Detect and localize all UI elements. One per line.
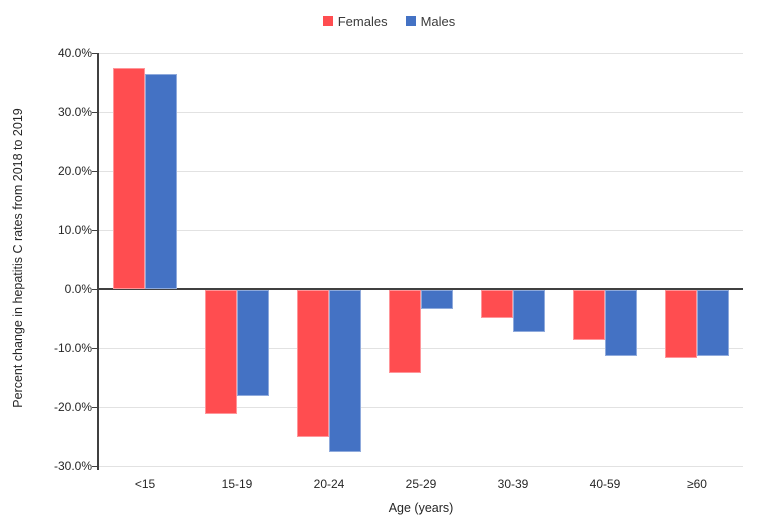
y-tick-mark-40 — [92, 53, 97, 54]
y-tick-label-30: 30.0% — [57, 105, 92, 119]
x-tick-label-15-19: 15-19 — [221, 477, 253, 491]
x-tick-label-30-39: 30-39 — [497, 477, 529, 491]
y-tick-label-40: 40.0% — [57, 46, 92, 60]
legend-label-females: Females — [337, 13, 388, 29]
x-axis-title: Age (years) — [388, 501, 454, 515]
bar-males-<15 — [145, 74, 177, 289]
y-tick-mark-10 — [92, 230, 97, 231]
bar-females-25-29 — [389, 290, 421, 373]
legend-swatch-males — [405, 16, 416, 26]
y-tick-label--10: -10.0% — [53, 341, 92, 355]
y-tick-mark-30 — [92, 112, 97, 113]
gridline-20 — [99, 171, 743, 172]
gridline--20 — [99, 407, 743, 408]
gridline-10 — [99, 230, 743, 231]
legend-item-females: Females — [322, 13, 388, 29]
bar-females-15-19 — [205, 290, 237, 414]
gridline-40 — [99, 53, 743, 54]
gridline--10 — [99, 348, 743, 349]
legend-swatch-females — [322, 16, 333, 26]
y-tick-mark--10 — [92, 348, 97, 349]
plot-area — [92, 53, 743, 470]
y-tick-mark-0 — [92, 289, 97, 290]
bar-females-40-59 — [573, 290, 605, 341]
y-tick-mark--30 — [92, 466, 97, 467]
bar-males-15-19 — [237, 290, 269, 396]
bar-males-25-29 — [421, 290, 453, 309]
bar-females-20-24 — [297, 290, 329, 437]
y-tick-mark-20 — [92, 171, 97, 172]
y-tick-label-20: 20.0% — [57, 164, 92, 178]
bar-females-<15 — [113, 67, 145, 289]
chart-legend: Females Males — [0, 12, 778, 30]
gridline-30 — [99, 112, 743, 113]
x-tick-label-40-59: 40-59 — [589, 477, 621, 491]
y-tick-label--30: -30.0% — [53, 459, 92, 473]
x-tick-label-20-24: 20-24 — [313, 477, 345, 491]
bar-males-20-24 — [329, 290, 361, 452]
y-tick-label--20: -20.0% — [53, 400, 92, 414]
bar-males-40-59 — [605, 290, 637, 357]
x-tick-label-25-29: 25-29 — [405, 477, 437, 491]
bar-females-30-39 — [481, 290, 513, 319]
x-tick-label-<15: <15 — [134, 477, 156, 491]
gridline--30 — [99, 466, 743, 467]
bar-males-≥60 — [697, 290, 729, 357]
legend-item-males: Males — [405, 13, 456, 29]
legend-label-males: Males — [420, 13, 456, 29]
bar-males-30-39 — [513, 290, 545, 333]
x-tick-label-≥60: ≥60 — [687, 477, 707, 491]
bar-females-≥60 — [665, 290, 697, 358]
y-tick-label-0: 0.0% — [64, 282, 92, 296]
zero-baseline — [99, 288, 743, 290]
y-tick-mark--20 — [92, 407, 97, 408]
y-tick-label-10: 10.0% — [57, 223, 92, 237]
y-axis-line — [97, 53, 99, 470]
